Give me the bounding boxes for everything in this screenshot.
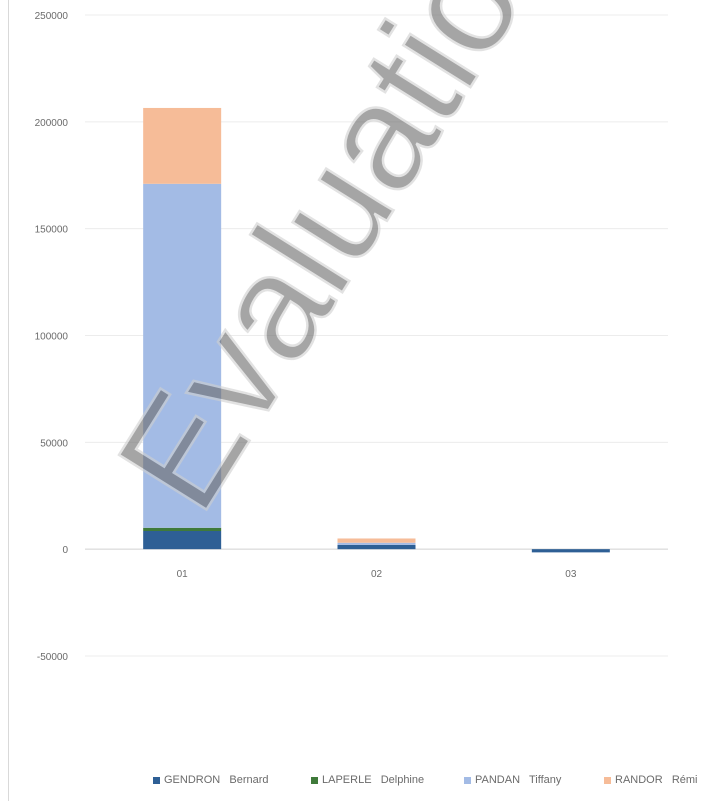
y-tick-label: -50000 — [37, 652, 69, 663]
legend-item-gendron: GENDRON Bernard — [153, 774, 269, 786]
legend-item-laperle: LAPERLE Delphine — [311, 774, 424, 786]
y-tick-label: 0 — [62, 545, 68, 556]
bar-segment — [143, 531, 222, 550]
y-tick-label: 150000 — [35, 225, 69, 236]
legend-item-pandan: PANDAN Tiffany — [464, 774, 561, 786]
legend-swatch — [153, 776, 160, 784]
y-tick-label: 200000 — [35, 118, 69, 129]
legend-swatch — [604, 776, 611, 784]
y-tick-label: 250000 — [35, 11, 69, 22]
legend-label: GENDRON Bernard — [164, 774, 269, 786]
x-tick-label: 03 — [565, 569, 577, 580]
legend-label: PANDAN Tiffany — [475, 774, 562, 786]
left-border-line — [8, 0, 9, 801]
y-tick-label: 100000 — [35, 332, 69, 343]
bar-segment — [531, 549, 610, 553]
legend-label: LAPERLE Delphine — [322, 774, 425, 786]
x-tick-label: 02 — [371, 569, 383, 580]
chart-legend: GENDRON Bernard LAPERLE Delphine PANDAN … — [0, 774, 720, 794]
bar-segment — [337, 538, 416, 543]
legend-item-randor: RANDOR Rémi — [604, 774, 698, 786]
bar-segment — [143, 527, 222, 532]
y-tick-label: 50000 — [40, 438, 68, 449]
bar-segment — [337, 542, 416, 545]
legend-label: RANDOR Rémi — [615, 774, 698, 786]
legend-swatch — [311, 776, 318, 784]
legend-swatch — [464, 776, 471, 784]
x-tick-label: 01 — [177, 569, 189, 580]
bar-segment — [143, 183, 222, 528]
bar-segment — [143, 107, 222, 184]
bar-segment — [337, 544, 416, 550]
